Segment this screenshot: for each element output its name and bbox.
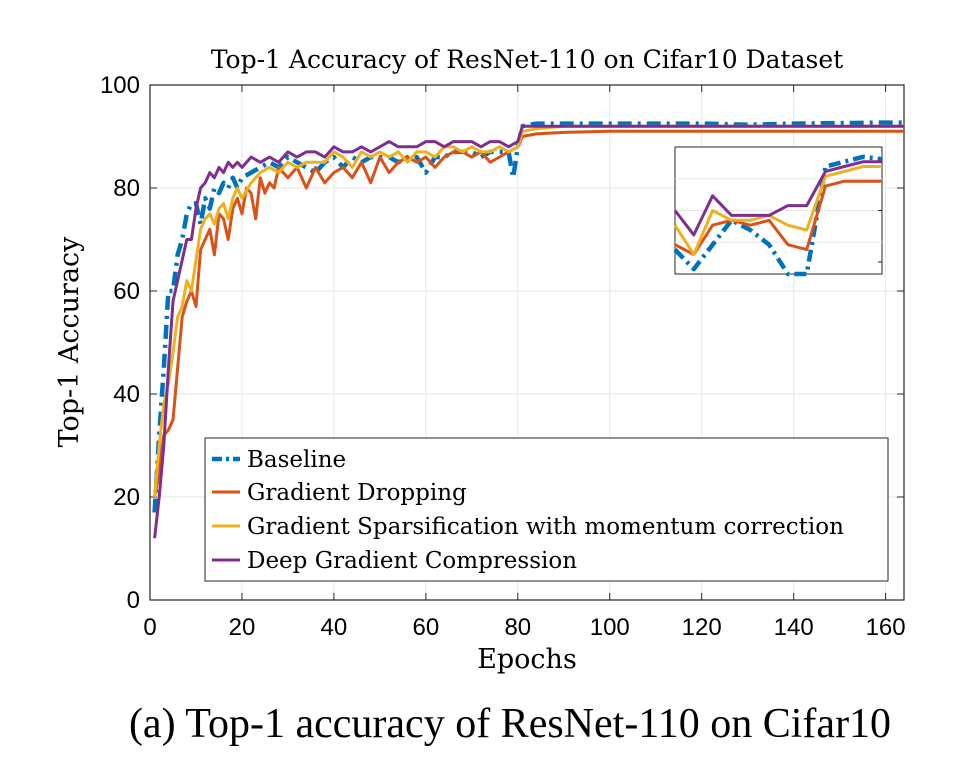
x-axis-label: Epochs	[477, 644, 577, 675]
legend-entries: Baseline Gradient Dropping Gradient Spar…	[212, 447, 844, 574]
x-tick-label: 40	[321, 614, 348, 641]
legend-label-dgc: Deep Gradient Compression	[247, 548, 577, 574]
figure-caption: (a) Top-1 accuracy of ResNet-110 on Cifa…	[129, 701, 891, 747]
y-tick-label: 40	[113, 381, 140, 408]
legend	[204, 437, 889, 582]
y-tick-label: 100	[100, 72, 140, 99]
inset-line-dgc	[673, 160, 882, 237]
ticks: 0 20 40 60 80 100 120 140 160 0 20 40 60 80 100	[100, 72, 906, 641]
plot-frame	[149, 84, 905, 601]
x-tick-label: 120	[682, 614, 722, 641]
x-tick-label: 60	[413, 614, 440, 641]
x-tick-label: 80	[504, 614, 531, 641]
inset-line-baseline	[673, 154, 883, 277]
x-tick-label: 0	[143, 614, 156, 641]
y-tick-label: 60	[113, 278, 140, 305]
inset-line-sparsification	[673, 165, 882, 256]
inset-line-gradient-dropping	[674, 179, 882, 256]
series-line-dgc	[153, 124, 904, 539]
legend-label-baseline: Baseline	[247, 447, 346, 473]
x-tick-label: 140	[774, 614, 814, 641]
x-tick-label: 160	[866, 614, 906, 641]
legend-label-sparsification: Gradient Sparsification with momentum co…	[247, 514, 844, 540]
y-tick-label: 20	[113, 484, 140, 511]
inset-layer	[673, 154, 883, 277]
series-layer	[152, 120, 904, 539]
y-tick-label: 80	[113, 175, 140, 202]
legend-label-gradient-dropping: Gradient Dropping	[247, 480, 467, 506]
y-tick-label: 0	[127, 587, 140, 614]
x-tick-label: 100	[590, 614, 630, 641]
y-axis-label: Top-1 Accuracy	[54, 236, 85, 448]
chart-title: Top-1 Accuracy of ResNet-110 on Cifar10 …	[211, 45, 843, 74]
x-tick-label: 20	[229, 614, 256, 641]
